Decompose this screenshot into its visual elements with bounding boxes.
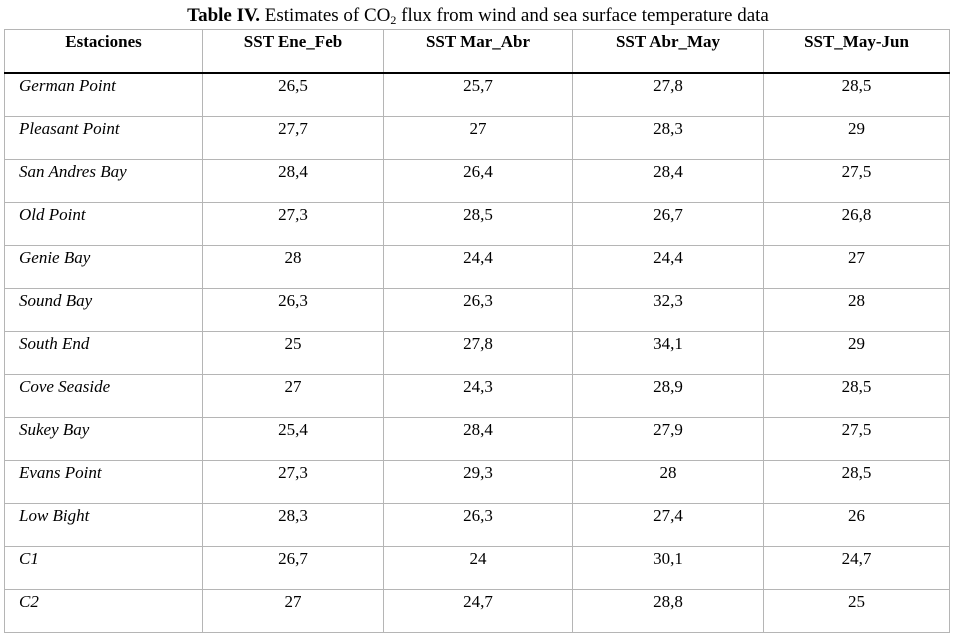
caption-subscript: 2 xyxy=(390,13,397,27)
table-row: Cove Seaside 27 24,3 28,9 28,5 xyxy=(4,374,950,418)
sst-value-cell: 28,9 xyxy=(572,374,764,418)
sst-value-cell: 24,3 xyxy=(383,374,573,418)
table-row: Pleasant Point 27,7 27 28,3 29 xyxy=(4,116,950,160)
sst-value-cell: 27,5 xyxy=(763,417,950,461)
table-caption: Table IV. Estimates of CO2 flux from win… xyxy=(0,4,956,28)
table-row: Sukey Bay 25,4 28,4 27,9 27,5 xyxy=(4,417,950,461)
table-row: Genie Bay 28 24,4 24,4 27 xyxy=(4,245,950,289)
sst-value-cell: 28 xyxy=(572,460,764,504)
sst-value-cell: 24 xyxy=(383,546,573,590)
sst-value-cell: 30,1 xyxy=(572,546,764,590)
sst-value-cell: 28,5 xyxy=(763,460,950,504)
sst-value-cell: 24,7 xyxy=(383,589,573,633)
sst-table: Estaciones SST Ene_Feb SST Mar_Abr SST A… xyxy=(4,29,950,633)
table-row: Low Bight 28,3 26,3 27,4 26 xyxy=(4,503,950,547)
header-cell: SST Abr_May xyxy=(572,29,764,74)
table-row: Sound Bay 26,3 26,3 32,3 28 xyxy=(4,288,950,332)
sst-value-cell: 24,4 xyxy=(383,245,573,289)
sst-value-cell: 29,3 xyxy=(383,460,573,504)
table-body: German Point 26,5 25,7 27,8 28,5 Pleasant Poi… xyxy=(4,72,950,633)
header-row: Estaciones SST Ene_Feb SST Mar_Abr SST A… xyxy=(4,29,950,74)
station-name-cell: C2 xyxy=(4,589,203,633)
sst-value-cell: 28,4 xyxy=(383,417,573,461)
sst-value-cell: 29 xyxy=(763,116,950,160)
sst-value-cell: 32,3 xyxy=(572,288,764,332)
sst-value-cell: 26,7 xyxy=(572,202,764,246)
sst-value-cell: 26,8 xyxy=(763,202,950,246)
station-name-cell: German Point xyxy=(4,72,203,117)
sst-value-cell: 27,8 xyxy=(383,331,573,375)
sst-value-cell: 26 xyxy=(763,503,950,547)
sst-value-cell: 27,7 xyxy=(202,116,384,160)
table-row: German Point 26,5 25,7 27,8 28,5 xyxy=(4,72,950,117)
sst-value-cell: 28,4 xyxy=(202,159,384,203)
sst-value-cell: 27,8 xyxy=(572,72,764,117)
station-name-cell: San Andres Bay xyxy=(4,159,203,203)
sst-value-cell: 27,4 xyxy=(572,503,764,547)
header-cell: SST Mar_Abr xyxy=(383,29,573,74)
table-row: C2 27 24,7 28,8 25 xyxy=(4,589,950,633)
station-name-cell: Evans Point xyxy=(4,460,203,504)
station-name-cell: C1 xyxy=(4,546,203,590)
sst-value-cell: 27 xyxy=(202,589,384,633)
table-header: Estaciones SST Ene_Feb SST Mar_Abr SST A… xyxy=(4,29,950,74)
sst-value-cell: 27 xyxy=(763,245,950,289)
station-name-cell: Cove Seaside xyxy=(4,374,203,418)
sst-value-cell: 28,5 xyxy=(763,374,950,418)
station-name-cell: South End xyxy=(4,331,203,375)
sst-value-cell: 29 xyxy=(763,331,950,375)
table-row: Evans Point 27,3 29,3 28 28,5 xyxy=(4,460,950,504)
sst-value-cell: 27,3 xyxy=(202,202,384,246)
sst-value-cell: 25 xyxy=(763,589,950,633)
sst-value-cell: 27,5 xyxy=(763,159,950,203)
caption-text-rest: flux from wind and sea surface temperatu… xyxy=(396,5,769,26)
station-name-cell: Sukey Bay xyxy=(4,417,203,461)
table-row: C1 26,7 24 30,1 24,7 xyxy=(4,546,950,590)
header-cell: SST Ene_Feb xyxy=(202,29,384,74)
sst-value-cell: 28,5 xyxy=(383,202,573,246)
sst-value-cell: 27 xyxy=(383,116,573,160)
sst-value-cell: 28,8 xyxy=(572,589,764,633)
station-name-cell: Sound Bay xyxy=(4,288,203,332)
sst-value-cell: 25,7 xyxy=(383,72,573,117)
sst-value-cell: 28,5 xyxy=(763,72,950,117)
sst-value-cell: 26,3 xyxy=(202,288,384,332)
sst-value-cell: 26,7 xyxy=(202,546,384,590)
sst-value-cell: 28 xyxy=(202,245,384,289)
table-row: South End 25 27,8 34,1 29 xyxy=(4,331,950,375)
sst-value-cell: 28,3 xyxy=(202,503,384,547)
caption-label: Table IV. xyxy=(187,5,261,26)
sst-value-cell: 28,4 xyxy=(572,159,764,203)
sst-value-cell: 28,3 xyxy=(572,116,764,160)
sst-value-cell: 27 xyxy=(202,374,384,418)
station-name-cell: Low Bight xyxy=(4,503,203,547)
sst-value-cell: 24,4 xyxy=(572,245,764,289)
station-name-cell: Old Point xyxy=(4,202,203,246)
sst-value-cell: 26,5 xyxy=(202,72,384,117)
sst-value-cell: 26,4 xyxy=(383,159,573,203)
station-name-cell: Pleasant Point xyxy=(4,116,203,160)
table-row: Old Point 27,3 28,5 26,7 26,8 xyxy=(4,202,950,246)
sst-value-cell: 25,4 xyxy=(202,417,384,461)
sst-value-cell: 28 xyxy=(763,288,950,332)
header-cell: SST_May-Jun xyxy=(763,29,950,74)
table-row: San Andres Bay 28,4 26,4 28,4 27,5 xyxy=(4,159,950,203)
sst-value-cell: 26,3 xyxy=(383,503,573,547)
sst-value-cell: 26,3 xyxy=(383,288,573,332)
station-name-cell: Genie Bay xyxy=(4,245,203,289)
caption-text: Estimates of CO xyxy=(260,5,391,26)
sst-value-cell: 27,3 xyxy=(202,460,384,504)
sst-value-cell: 34,1 xyxy=(572,331,764,375)
sst-value-cell: 25 xyxy=(202,331,384,375)
sst-value-cell: 24,7 xyxy=(763,546,950,590)
sst-value-cell: 27,9 xyxy=(572,417,764,461)
header-cell: Estaciones xyxy=(4,29,203,74)
